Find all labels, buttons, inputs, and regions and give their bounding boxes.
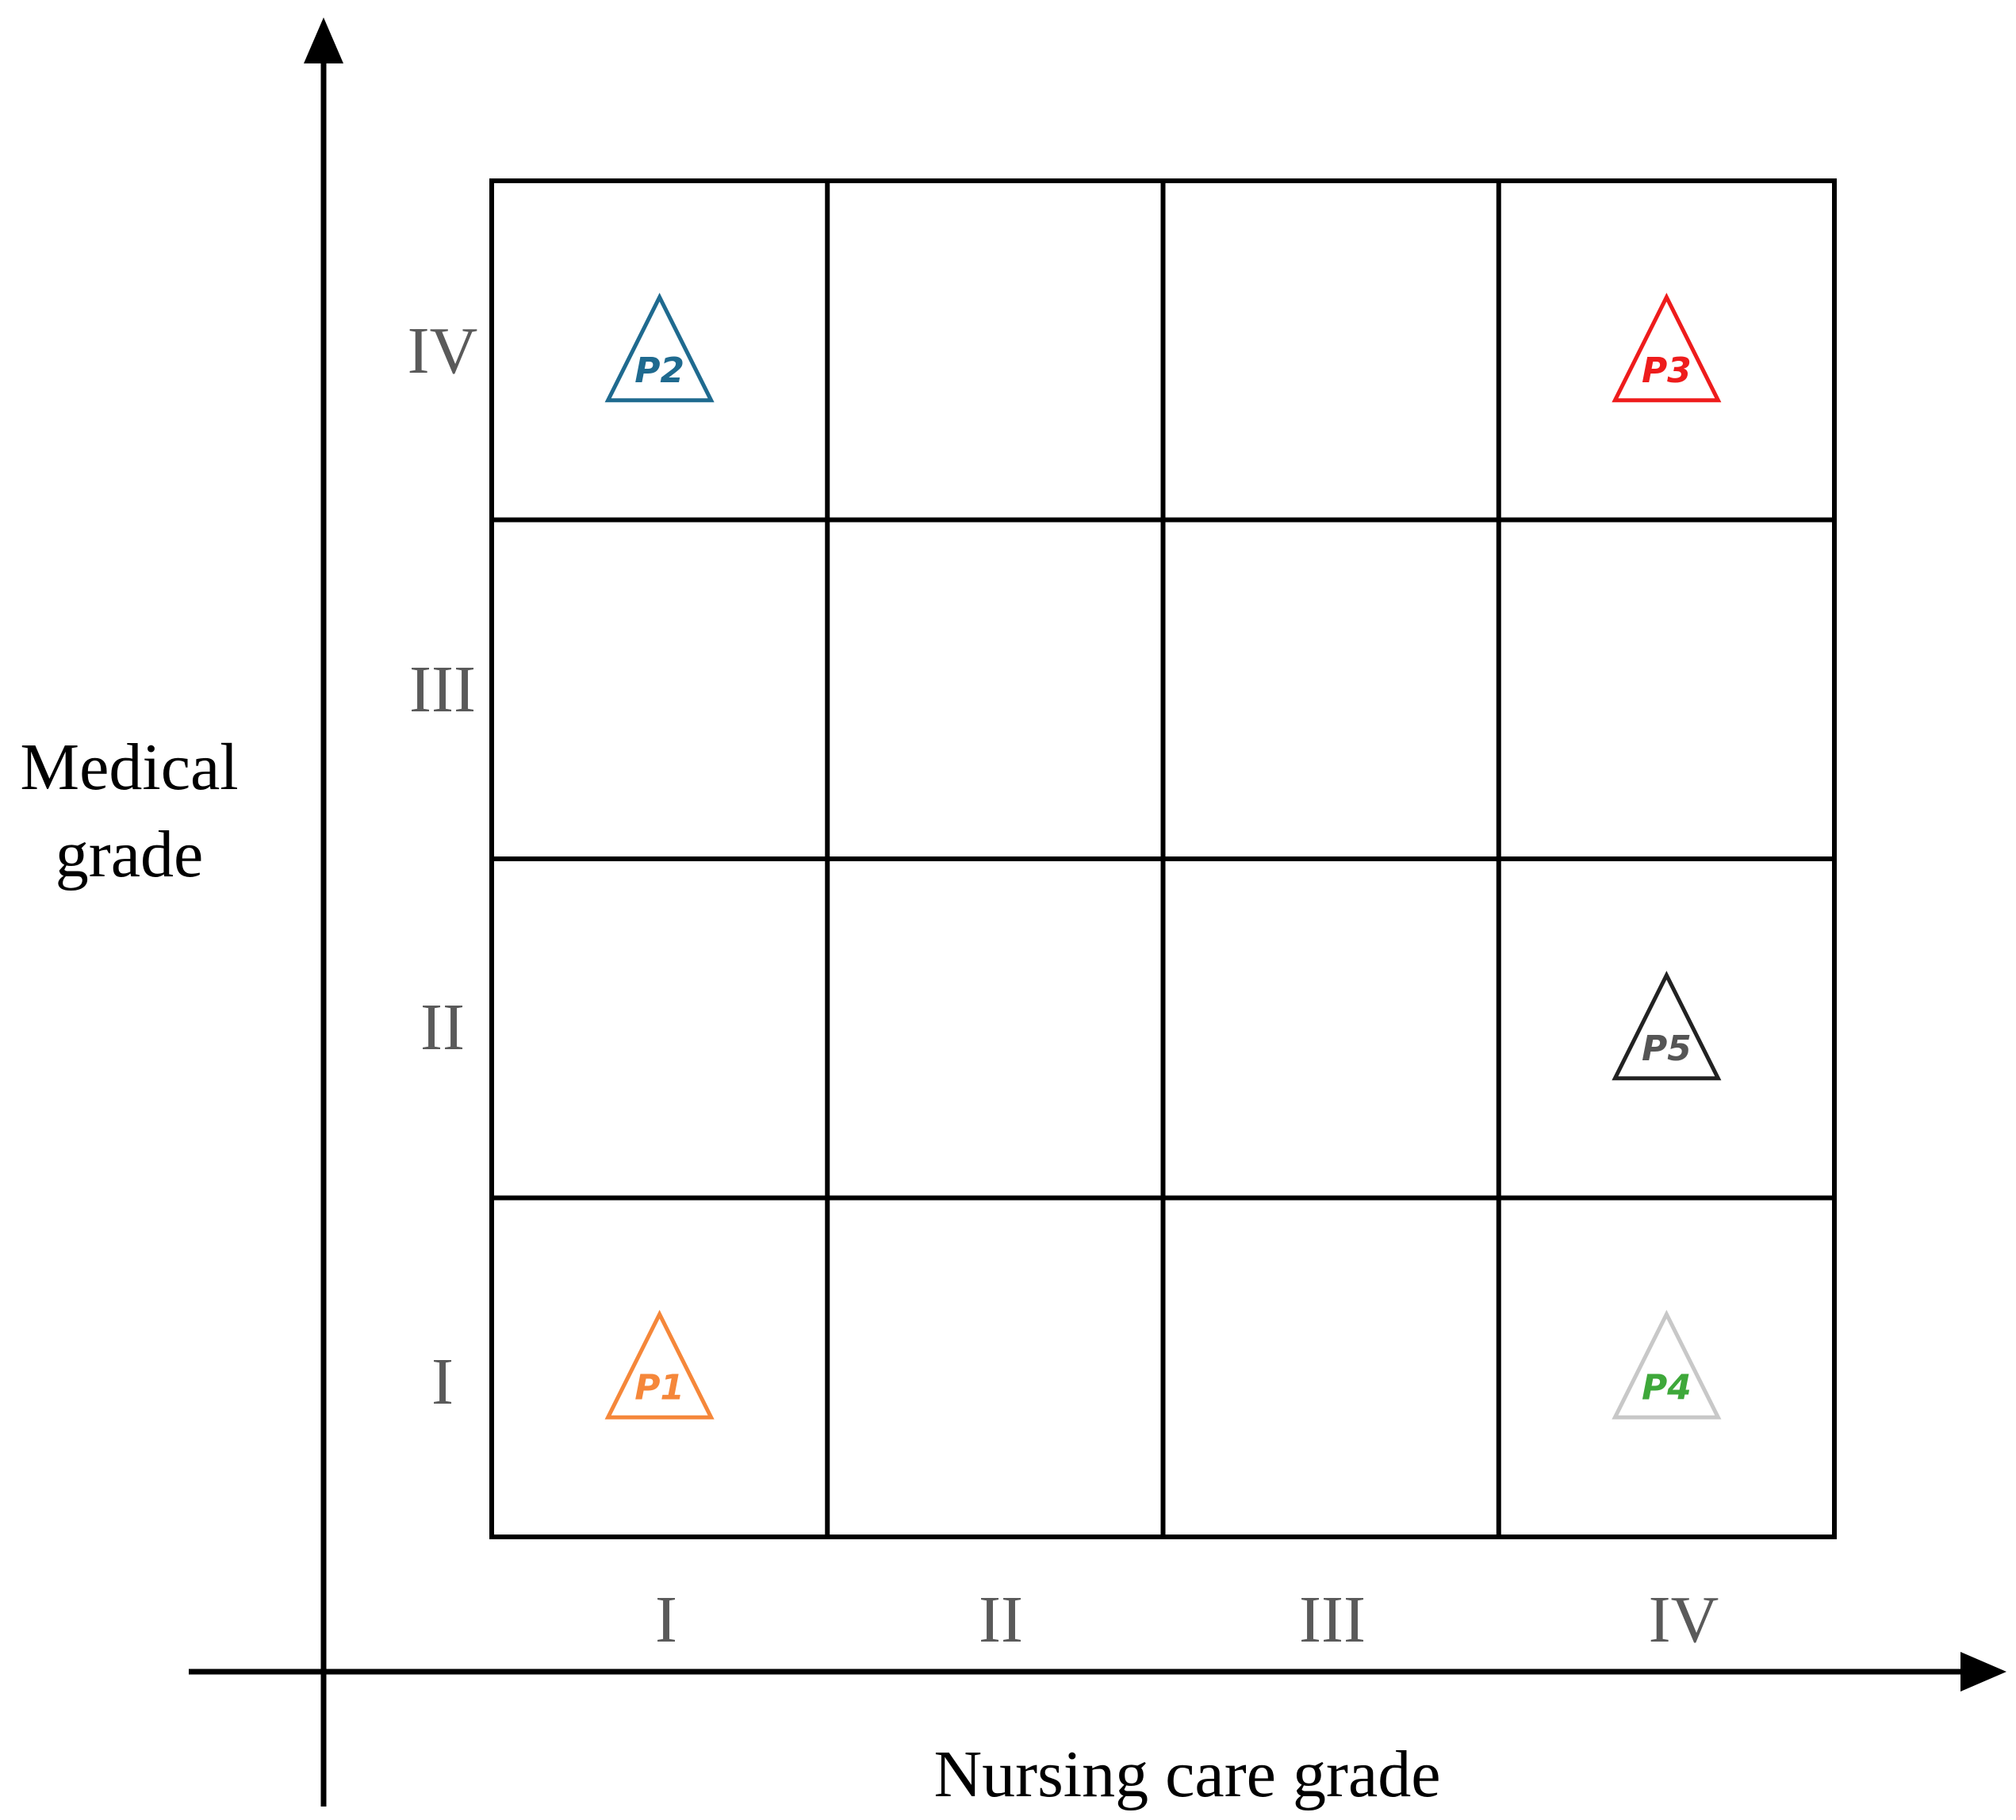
triangle-icon <box>1612 971 1722 1081</box>
y-tick-label-2: II <box>420 990 465 1064</box>
y-axis-arrowhead <box>304 17 343 63</box>
x-axis-arrowhead <box>1960 1652 2006 1692</box>
marker-p1: P1 <box>604 1309 715 1420</box>
y-tick-label-4: IV <box>408 314 478 388</box>
triangle-icon <box>1612 293 1722 403</box>
grade-grid <box>489 178 1837 1539</box>
x-tick-label-4: IV <box>1649 1583 1719 1657</box>
x-tick-label-1: I <box>655 1583 677 1657</box>
marker-p2: P2 <box>604 293 715 403</box>
marker-label: P1 <box>634 1367 684 1408</box>
marker-p5: P5 <box>1612 971 1722 1081</box>
marker-label: P3 <box>1642 351 1692 391</box>
y-tick-label-1: I <box>431 1345 454 1419</box>
marker-label: P5 <box>1642 1029 1692 1069</box>
triangle-icon <box>604 293 715 403</box>
marker-label: P2 <box>634 351 684 391</box>
y-axis-title-line-2: grade <box>56 818 204 891</box>
y-axis-title-line-1: Medical <box>20 730 238 804</box>
x-tick-label-2: II <box>979 1583 1023 1657</box>
x-tick-label-3: III <box>1299 1583 1366 1657</box>
triangle-icon <box>1612 1309 1722 1420</box>
triangle-icon <box>604 1309 715 1420</box>
marker-p4: P4 <box>1612 1309 1722 1420</box>
marker-label: P4 <box>1642 1367 1692 1408</box>
x-axis-title: Nursing care grade <box>933 1738 1440 1811</box>
patient-markers: P1 P2 P3 P4 P5 <box>604 293 1722 1420</box>
y-tick-label-3: III <box>409 653 476 726</box>
y-tick-labels: IV III II I <box>408 314 478 1419</box>
marker-p3: P3 <box>1612 293 1722 403</box>
x-tick-labels: I II III IV <box>655 1583 1719 1657</box>
